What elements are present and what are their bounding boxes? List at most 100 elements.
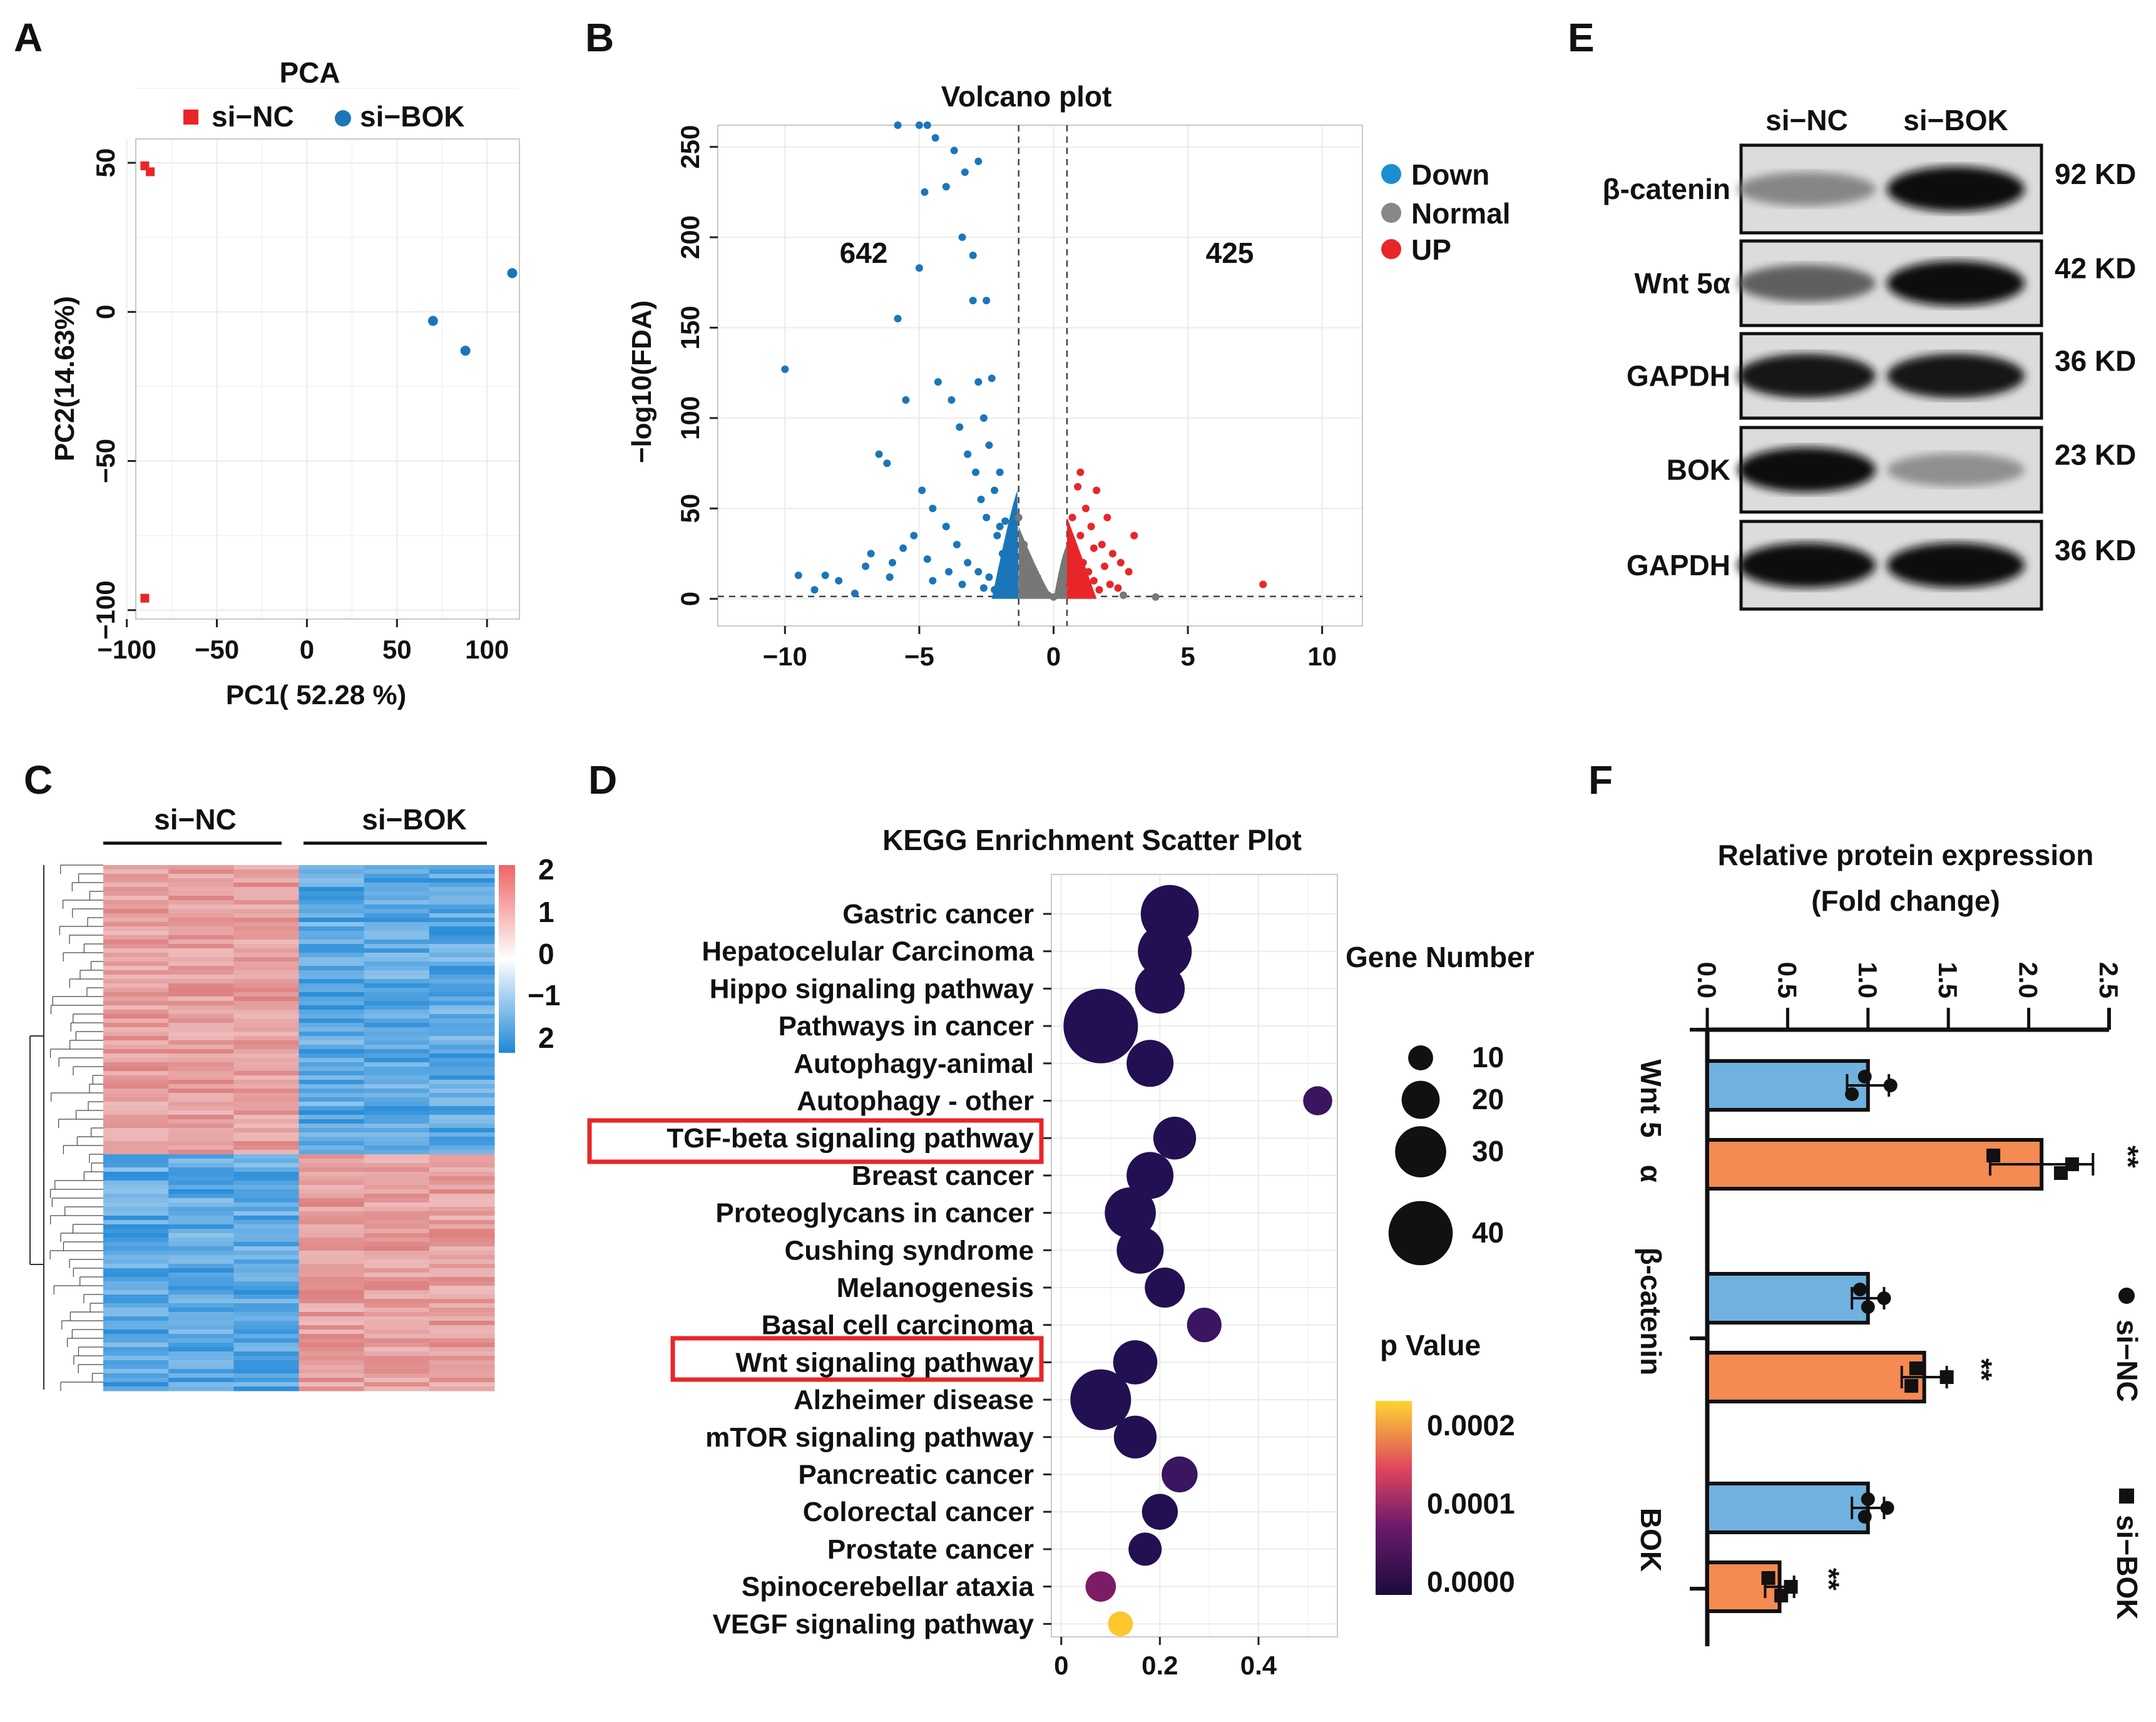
heatmap-cell	[168, 1167, 234, 1172]
heatmap-cell	[168, 1150, 234, 1155]
bar-legend-nc-marker	[2118, 1288, 2135, 1304]
volcano-point-down	[974, 157, 983, 165]
heatmap-cell	[103, 940, 169, 945]
volcano-up-cloud	[1066, 517, 1097, 599]
heatmap-cell	[364, 1299, 430, 1304]
panel-label-a: A	[14, 15, 43, 60]
volcano-point-down	[915, 121, 923, 129]
heatmap-cell	[299, 1110, 365, 1115]
heatmap-cell	[364, 1172, 430, 1177]
heatmap-cell	[429, 1268, 495, 1273]
heatmap-cell	[299, 975, 365, 980]
heatmap-cell	[364, 1032, 430, 1037]
bar-significance: **	[1813, 1568, 1846, 1591]
volcano-point-down	[979, 414, 988, 422]
heatmap-cell	[168, 1189, 234, 1194]
volcano-point-down	[918, 486, 926, 495]
heatmap-cell	[364, 1220, 430, 1225]
heatmap-cell	[299, 1115, 365, 1120]
volcano-point-up	[1130, 531, 1138, 540]
volcano-point-down	[985, 573, 993, 582]
bar-title: Relative protein expression	[1718, 839, 2094, 871]
heatmap-cell	[429, 1308, 495, 1313]
heatmap-cell	[364, 1036, 430, 1041]
heatmap-cell	[299, 1093, 365, 1098]
volcano-point-down	[821, 571, 829, 580]
kegg-size-legend-label: 40	[1472, 1216, 1504, 1249]
volcano-point-down	[899, 544, 907, 552]
kegg-pathway-label: Prostate cancer	[827, 1534, 1034, 1565]
heatmap-cell	[103, 1207, 169, 1212]
heatmap-cell	[299, 1036, 365, 1041]
heatmap-cell	[299, 1062, 365, 1067]
heatmap-cell	[168, 1132, 234, 1137]
heatmap-cell	[364, 1308, 430, 1313]
heatmap-cell	[429, 1373, 495, 1378]
heatmap-cell	[429, 1202, 495, 1207]
pca-xtick-label: −50	[195, 635, 239, 664]
heatmap-cell	[429, 887, 495, 892]
blot-band	[1887, 167, 2025, 212]
heatmap-cell	[233, 1365, 299, 1370]
bar-point-si-nc	[1852, 1283, 1867, 1296]
heatmap-cell	[429, 1102, 495, 1107]
heatmap-cell	[168, 1386, 234, 1391]
heatmap-cell	[429, 1294, 495, 1299]
heatmap-cell	[233, 1062, 299, 1067]
heatmap-cell	[233, 874, 299, 879]
pca-xlabel: PC1( 52.28 %)	[226, 680, 407, 710]
heatmap-cell	[168, 1119, 234, 1124]
heatmap-cell	[103, 1356, 169, 1361]
heatmap-cell	[168, 1246, 234, 1251]
heatmap-cell	[168, 926, 234, 931]
heatmap-cell	[364, 1005, 430, 1010]
kegg-color-tick: 0.0000	[1427, 1566, 1515, 1598]
heatmap-cell	[429, 1220, 495, 1225]
heatmap-cell	[103, 1167, 169, 1172]
volcano-point-up	[1098, 541, 1106, 549]
volcano-point-down	[923, 121, 931, 129]
heatmap-cell	[364, 1343, 430, 1348]
heatmap-cell	[364, 869, 430, 874]
heatmap-cell	[364, 1102, 430, 1107]
heatmap-cell	[168, 869, 234, 874]
heatmap-cell	[429, 1264, 495, 1269]
bar-si-nc	[1705, 1059, 1870, 1112]
heatmap-cell	[103, 900, 169, 905]
heatmap-cell	[168, 1264, 234, 1269]
heatmap-cell	[168, 1106, 234, 1111]
heatmap-cell	[429, 931, 495, 936]
heatmap-cell	[299, 1145, 365, 1151]
heatmap-cell	[429, 1032, 495, 1037]
heatmap-cell	[364, 1106, 430, 1111]
heatmap-cell	[429, 1128, 495, 1133]
western-blot-panel: si−NC si−BOK β-catenin 92 KD Wnt 5α 42 KD GA…	[1603, 104, 2136, 611]
heatmap-cell	[233, 1159, 299, 1164]
blot-band	[1738, 172, 1876, 206]
blot-protein-label: β-catenin	[1603, 173, 1730, 205]
heatmap-cell	[168, 1325, 234, 1330]
heatmap-cell	[103, 1018, 169, 1023]
heatmap-cell	[233, 1167, 299, 1172]
heatmap-cell	[364, 865, 430, 870]
heatmap-cell	[103, 1369, 169, 1374]
volcano-point-down	[875, 450, 883, 458]
volcano-point-down	[1001, 517, 1009, 525]
heatmap-cell	[364, 922, 430, 927]
heatmap-cell	[233, 1330, 299, 1335]
heatmap-cell	[299, 1255, 365, 1260]
heatmap-cell	[103, 1316, 169, 1321]
kegg-size-legend-title: Gene Number	[1346, 941, 1535, 973]
heatmap-cell	[364, 1010, 430, 1015]
heatmap-cell	[299, 926, 365, 931]
heatmap-cell	[233, 992, 299, 997]
heatmap-cell	[233, 1058, 299, 1063]
heatmap-cell	[299, 1097, 365, 1102]
heatmap-cell	[233, 1115, 299, 1120]
blot-protein-label: GAPDH	[1627, 360, 1730, 392]
heatmap-cell	[299, 1001, 365, 1006]
volcano-ytick-label: 100	[675, 396, 705, 440]
heatmap-cell	[233, 1308, 299, 1313]
kegg-point	[1063, 988, 1138, 1063]
